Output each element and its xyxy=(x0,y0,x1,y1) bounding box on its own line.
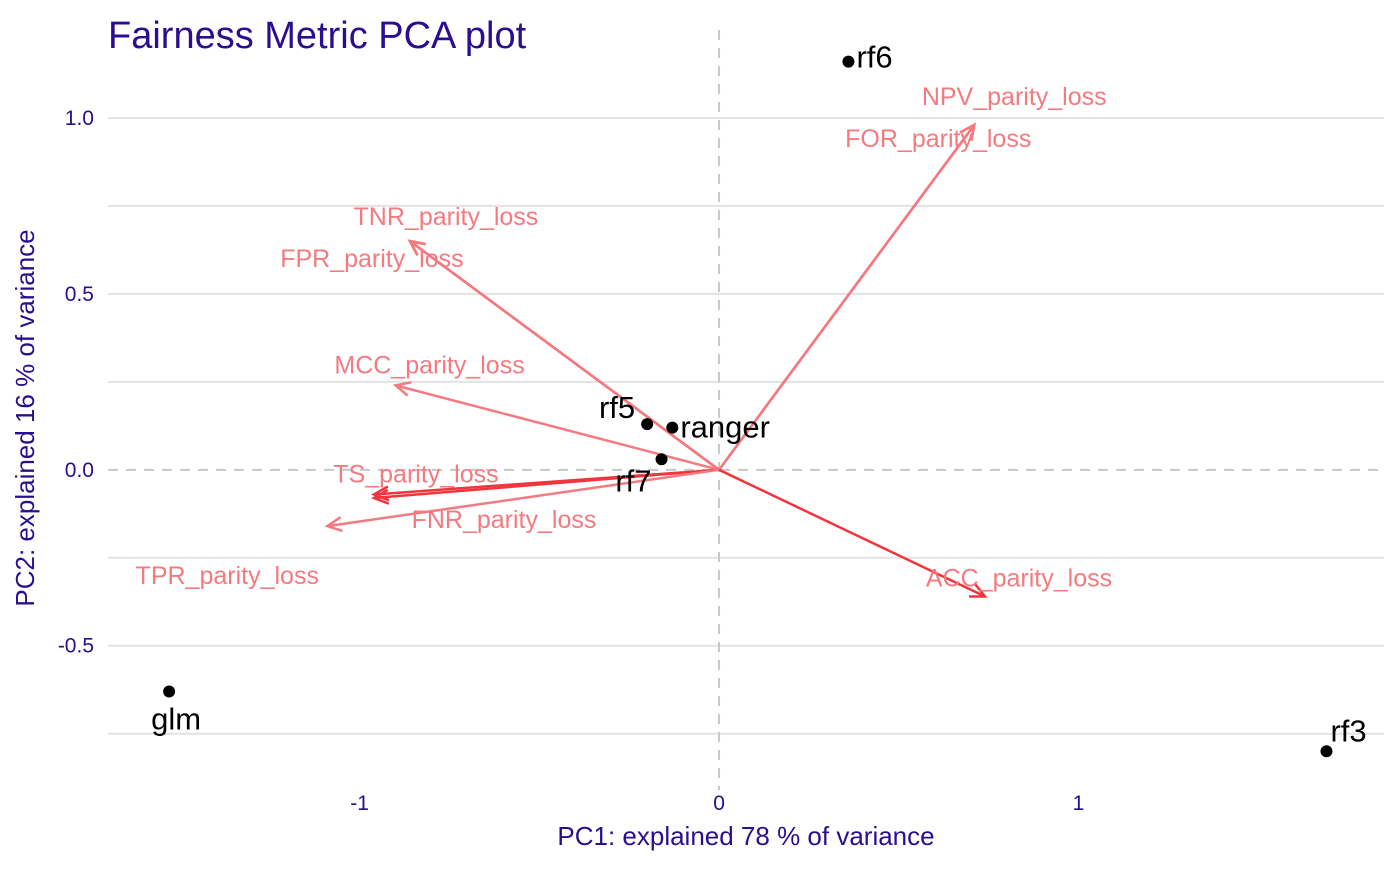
loading-arrow-shaft xyxy=(718,468,986,598)
loading-arrow xyxy=(371,468,720,505)
loading-label: FNR_parity_loss xyxy=(412,506,597,534)
score-point-label: glm xyxy=(151,701,201,736)
loading-label: FOR_parity_loss xyxy=(845,125,1031,153)
loading-arrow-shaft xyxy=(718,124,976,471)
x-tick-label: 0 xyxy=(713,792,725,815)
score-point-label: ranger xyxy=(680,410,770,445)
loading-arrow-shaft xyxy=(327,468,720,528)
loading-arrow-head xyxy=(407,239,426,256)
loading-arrow-head xyxy=(969,583,988,598)
score-point-label: rf3 xyxy=(1330,713,1366,748)
loading-arrow-head xyxy=(392,381,412,397)
x-tick-label: -1 xyxy=(350,792,369,815)
loading-label: TPR_parity_loss xyxy=(136,562,319,590)
score-point xyxy=(163,685,176,698)
loading-arrow-head xyxy=(959,122,976,141)
loading-label: TS_parity_loss xyxy=(333,460,498,488)
y-tick-label: 1.0 xyxy=(65,107,94,130)
loading-label: MCC_parity_loss xyxy=(334,351,524,379)
loading-arrow xyxy=(324,468,720,533)
loading-arrows xyxy=(324,122,988,598)
y-axis-title: PC2: explained 16 % of variance xyxy=(10,229,40,606)
loading-labels: NPV_parity_loss FOR_parity_loss TNR_parity… xyxy=(136,83,1113,592)
score-point-label: rf6 xyxy=(856,40,892,75)
score-point xyxy=(655,453,668,466)
loading-arrow xyxy=(718,122,976,471)
loading-arrow-head xyxy=(371,488,390,505)
score-points xyxy=(163,55,1333,758)
x-tick-label: 1 xyxy=(1073,792,1085,815)
score-point xyxy=(1320,745,1333,758)
axis-ticks: -0.5 0.0 0.5 1.0 -1 0 1 xyxy=(58,107,1085,815)
y-tick-label: 0.5 xyxy=(65,283,94,306)
loading-arrow xyxy=(718,468,988,598)
chart-title: Fairness Metric PCA plot xyxy=(108,15,527,57)
score-point xyxy=(842,55,855,68)
x-axis-title: PC1: explained 78 % of variance xyxy=(557,821,934,851)
loading-label: FPR_parity_loss xyxy=(280,245,463,273)
loading-label: NPV_parity_loss xyxy=(922,83,1107,111)
y-tick-label: -0.5 xyxy=(58,635,94,658)
score-point xyxy=(666,421,679,434)
score-point-labels: rf6 rf5 ranger rf7 glm rf3 xyxy=(151,40,1367,749)
score-point-label: rf7 xyxy=(615,463,651,498)
score-point xyxy=(641,418,654,431)
loading-arrow xyxy=(407,239,720,471)
loading-label: TNR_parity_loss xyxy=(354,203,539,231)
loading-label: ACC_parity_loss xyxy=(926,564,1112,592)
loading-arrow-head xyxy=(324,516,343,533)
score-point-label: rf5 xyxy=(599,390,635,425)
reference-lines xyxy=(108,30,1384,790)
loading-arrow-shaft xyxy=(409,240,720,471)
y-tick-label: 0.0 xyxy=(65,459,94,482)
gridlines xyxy=(108,116,1384,735)
loading-arrow-shaft xyxy=(373,468,720,500)
